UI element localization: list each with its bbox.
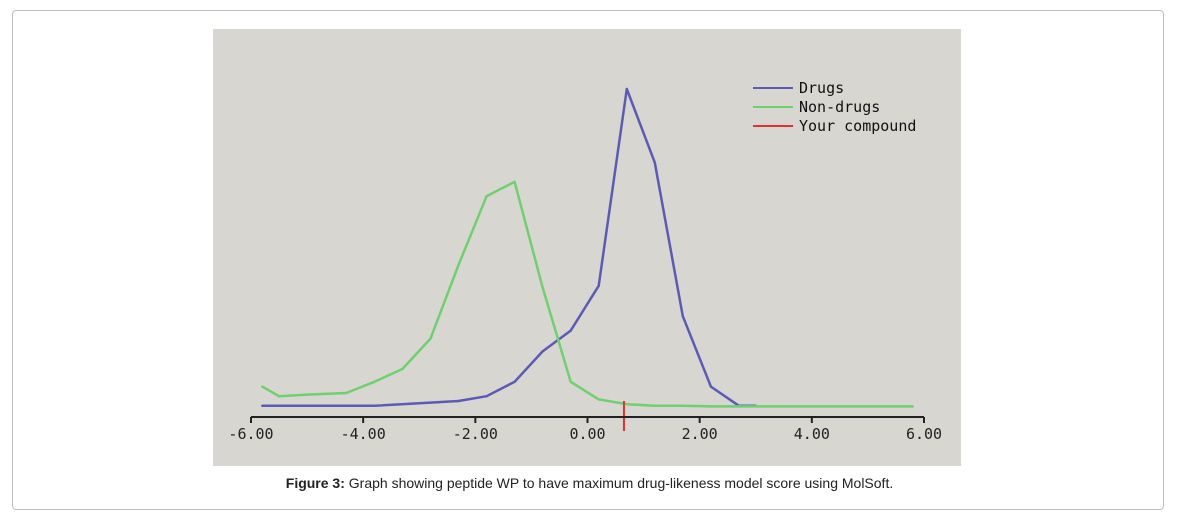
data-point — [305, 393, 309, 396]
data-point — [345, 391, 348, 395]
x-tick-label: 6.00 — [906, 425, 942, 443]
data-point — [681, 404, 685, 407]
data-point — [569, 329, 572, 332]
data-point — [261, 404, 264, 407]
data-point — [457, 399, 460, 403]
legend-label: Drugs — [799, 79, 844, 97]
figure-caption: Figure 3: Graph showing peptide WP to ha… — [0, 475, 1179, 491]
data-point — [261, 385, 264, 388]
data-point — [317, 404, 320, 407]
data-point — [709, 405, 713, 408]
data-point — [709, 385, 713, 388]
x-tick-label: 2.00 — [682, 425, 718, 443]
data-point — [681, 315, 685, 318]
data-point — [373, 404, 376, 407]
data-point — [513, 380, 516, 383]
data-point — [625, 87, 628, 91]
x-tick-label: -4.00 — [341, 425, 386, 443]
data-point — [485, 195, 488, 198]
legend-label: Your compound — [799, 117, 916, 135]
data-point — [911, 405, 914, 408]
x-tick-label: -6.00 — [228, 425, 273, 443]
data-point — [625, 403, 628, 406]
data-point — [653, 404, 656, 407]
data-point — [513, 180, 516, 183]
data-point — [597, 398, 600, 401]
caption-label: Figure 3: — [285, 475, 345, 491]
data-point — [597, 284, 600, 287]
x-tick-label: 4.00 — [794, 425, 830, 443]
data-point — [765, 405, 769, 408]
x-tick-label: -2.00 — [453, 425, 498, 443]
data-point — [737, 405, 741, 408]
data-point — [569, 380, 572, 383]
data-point — [401, 367, 404, 371]
series-line-non-drugs — [261, 180, 913, 408]
data-point — [485, 395, 488, 398]
data-point — [653, 161, 656, 164]
data-point — [429, 401, 432, 404]
caption-text: Graph showing peptide WP to have maximum… — [348, 475, 894, 491]
series-line-drugs — [262, 87, 756, 408]
drug-likeness-chart: -6.00 -4.00 -2.00 0.00 2.00 4.00 6.00 DrugsNon… — [228, 79, 942, 443]
data-point — [429, 337, 432, 340]
data-point — [541, 286, 544, 289]
data-point — [277, 395, 281, 398]
x-tick-label: 0.00 — [569, 425, 605, 443]
legend-label: Non-drugs — [799, 98, 880, 116]
data-point — [457, 263, 460, 267]
chart-panel: -6.00 -4.00 -2.00 0.00 2.00 4.00 6.00 Drugs Non… — [213, 29, 961, 466]
data-point — [541, 350, 544, 353]
data-point — [373, 380, 376, 383]
